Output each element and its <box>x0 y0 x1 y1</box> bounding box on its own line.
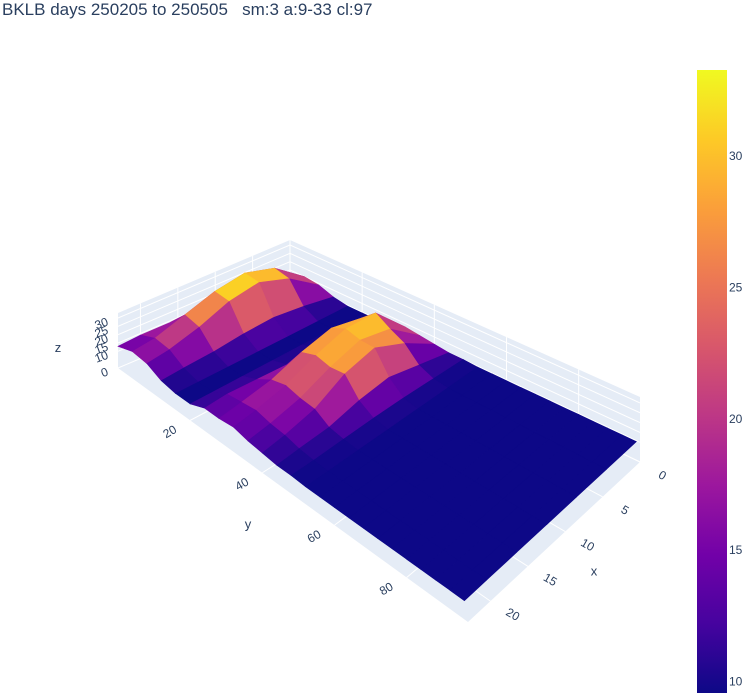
chart-title: BKLB days 250205 to 250505 sm:3 a:9-33 c… <box>2 0 373 19</box>
surface-patch <box>449 569 488 602</box>
x-tick-label: 10 <box>578 535 597 554</box>
y-tick-label: 20 <box>160 422 179 441</box>
grid-line <box>289 244 641 404</box>
x-tick-label: 15 <box>541 570 560 589</box>
z-tick-label: 10 <box>93 348 111 366</box>
x-tick-label: 5 <box>619 502 632 518</box>
z-tick-label: 0 <box>99 365 110 381</box>
grid-line <box>117 252 291 327</box>
z-tick-label: 25 <box>93 323 111 341</box>
x-tick-label: 20 <box>504 605 523 624</box>
colorbar-tick-label: 10 <box>729 675 743 689</box>
x-tick-label: 0 <box>656 468 669 484</box>
colorbar <box>697 70 727 693</box>
y-tick-label: 80 <box>377 579 396 598</box>
x-axis-title: x <box>591 563 598 578</box>
y-tick-label: 40 <box>233 474 252 493</box>
z-tick-label: 20 <box>93 331 111 349</box>
colorbar-tick-label: 15 <box>729 543 743 557</box>
z-tick-label: 15 <box>93 340 111 358</box>
colorbar-tick-label: 25 <box>729 280 743 294</box>
z-tick-label: 30 <box>93 315 111 333</box>
grid-line <box>117 244 291 319</box>
colorbar-tick-label: 30 <box>729 149 743 163</box>
y-axis-title: y <box>245 516 252 531</box>
z-axis-title: z <box>55 340 62 355</box>
grid-line <box>289 269 641 433</box>
grid-line <box>289 261 641 424</box>
grid-line <box>289 252 641 414</box>
y-tick-label: 60 <box>305 527 324 546</box>
colorbar-tick-label: 20 <box>729 412 743 426</box>
